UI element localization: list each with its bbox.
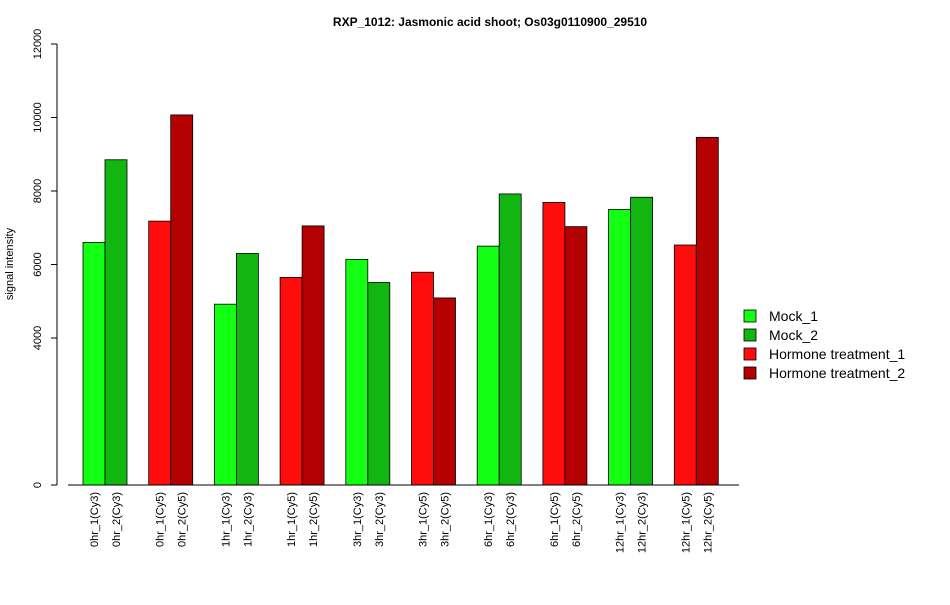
bar-6hr_1(Cy3) xyxy=(476,245,500,486)
x-tick-label: 6hr_2(Cy3) xyxy=(505,492,517,547)
bar-1hr_1(Cy5) xyxy=(279,276,303,486)
y-tick-label: 6000 xyxy=(32,252,44,276)
x-tick-label: 0hr_2(Cy3) xyxy=(111,492,123,547)
bar-1hr_2(Cy3) xyxy=(235,253,259,486)
bar-1hr_2(Cy5) xyxy=(301,225,325,486)
legend: Mock_1 Mock_2 Hormone treatment_1 Hormone t… xyxy=(743,308,905,381)
x-tick-label: 1hr_2(Cy3) xyxy=(242,492,254,547)
bar-0hr_1(Cy5) xyxy=(148,220,172,486)
x-tick-label: 12hr_1(Cy5) xyxy=(680,492,692,553)
bar-6hr_2(Cy3) xyxy=(498,193,522,486)
legend-swatch xyxy=(743,347,757,361)
bar-3hr_2(Cy3) xyxy=(367,282,391,486)
bar-0hr_1(Cy3) xyxy=(82,242,106,486)
legend-label: Hormone treatment_2 xyxy=(769,365,905,381)
chart-title: RXP_1012: Jasmonic acid shoot; Os03g0110… xyxy=(333,15,648,29)
bar-12hr_1(Cy5) xyxy=(673,244,697,486)
y-axis: 0 4000 6000 8000 10000 12000 xyxy=(32,29,58,488)
bar-1hr_1(Cy3) xyxy=(213,303,237,486)
bar-12hr_2(Cy5) xyxy=(695,136,719,486)
bar-12hr_1(Cy3) xyxy=(608,208,631,486)
bar-3hr_1(Cy5) xyxy=(411,271,434,486)
bars-group xyxy=(82,114,719,486)
x-tick-label: 0hr_2(Cy5) xyxy=(177,492,189,547)
bar-3hr_1(Cy3) xyxy=(345,258,369,486)
x-tick-label: 6hr_1(Cy3) xyxy=(483,492,495,547)
y-axis-label: signal intensity xyxy=(4,227,16,300)
x-tick-label: 3hr_1(Cy3) xyxy=(352,492,364,547)
legend-swatch xyxy=(743,366,757,380)
x-tick-label: 12hr_2(Cy3) xyxy=(637,492,649,553)
x-tick-label: 1hr_2(Cy5) xyxy=(308,492,320,547)
bar-0hr_2(Cy5) xyxy=(170,114,194,486)
legend-swatch xyxy=(743,309,757,323)
y-tick-label: 4000 xyxy=(32,326,44,350)
x-axis: 0hr_1(Cy3) 0hr_2(Cy3) 0hr_1(Cy5) 0hr_2(Cy5)… xyxy=(68,484,739,553)
legend-swatch xyxy=(743,328,757,342)
legend-label: Mock_1 xyxy=(769,308,818,324)
x-tick-label: 1hr_1(Cy3) xyxy=(220,492,232,547)
x-tick-label: 3hr_2(Cy3) xyxy=(374,492,386,547)
x-tick-label: 6hr_1(Cy5) xyxy=(549,492,561,547)
x-tick-label: 12hr_1(Cy3) xyxy=(615,492,627,553)
legend-label: Mock_2 xyxy=(769,327,818,343)
legend-label: Hormone treatment_1 xyxy=(769,346,905,362)
y-tick-label: 12000 xyxy=(32,29,44,60)
y-tick-label: 8000 xyxy=(32,179,44,203)
x-tick-label: 3hr_2(Cy5) xyxy=(440,492,452,547)
bar-3hr_2(Cy5) xyxy=(433,297,456,486)
bar-12hr_2(Cy3) xyxy=(630,196,653,486)
y-tick-label: 10000 xyxy=(32,102,44,133)
x-tick-label: 1hr_1(Cy5) xyxy=(286,492,298,547)
x-tick-label: 6hr_2(Cy5) xyxy=(571,492,583,547)
x-tick-label: 3hr_1(Cy5) xyxy=(418,492,430,547)
bar-0hr_2(Cy3) xyxy=(104,159,128,486)
bar-6hr_2(Cy5) xyxy=(564,226,588,486)
x-tick-label: 0hr_1(Cy3) xyxy=(89,492,101,547)
y-tick-label: 0 xyxy=(32,482,44,488)
x-tick-label: 0hr_1(Cy5) xyxy=(155,492,167,547)
bar-6hr_1(Cy5) xyxy=(542,201,566,486)
x-tick-label: 12hr_2(Cy5) xyxy=(702,492,714,553)
